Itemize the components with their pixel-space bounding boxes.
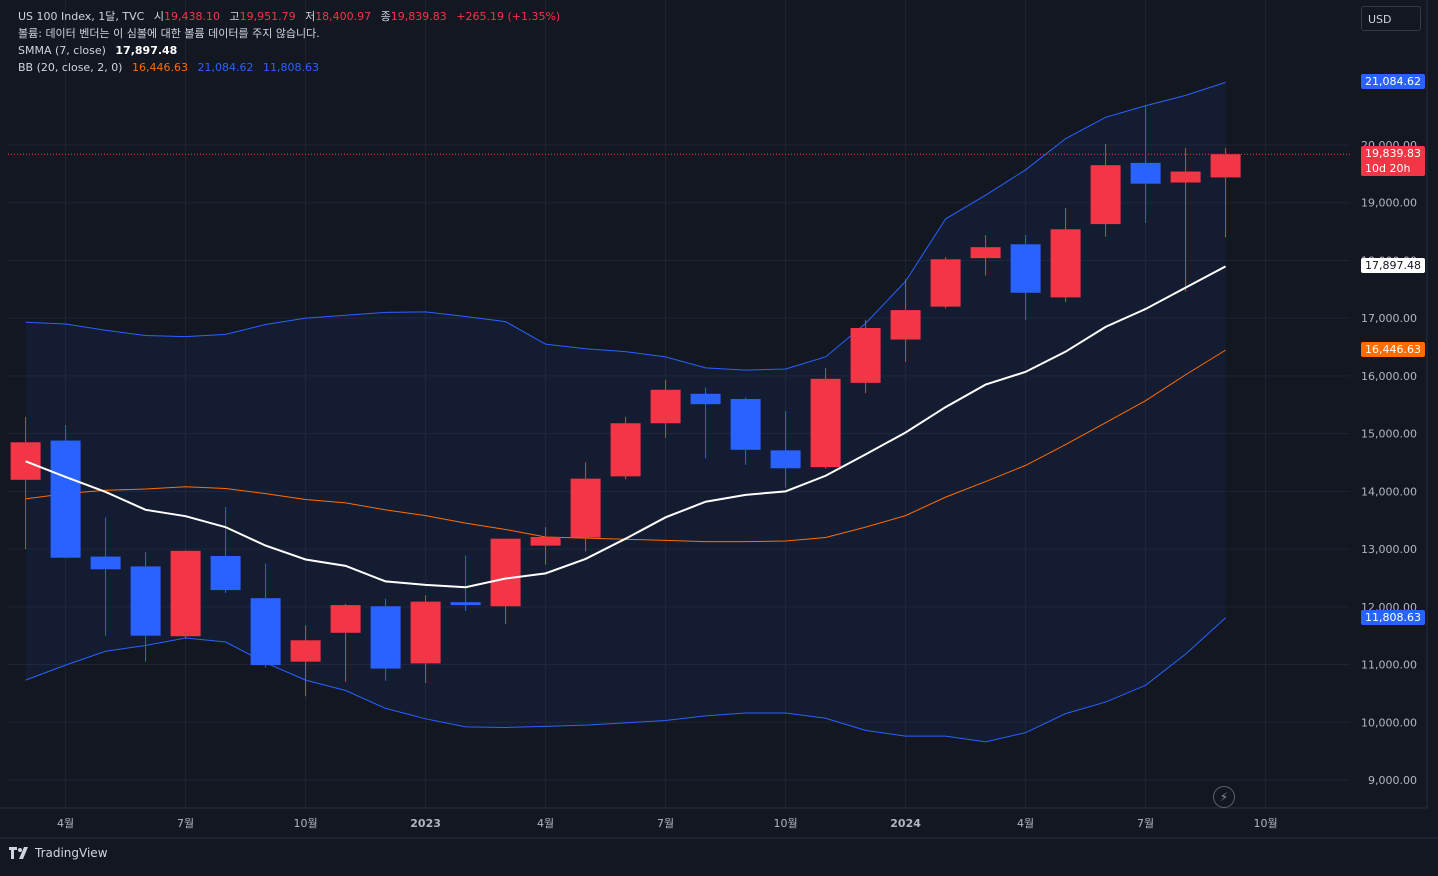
bb-band-fill [25, 82, 1226, 742]
y-tick-label: 15,000.00 [1361, 428, 1417, 441]
candle-body [290, 640, 321, 662]
candle-body [210, 556, 241, 591]
symbol-name[interactable]: US 100 Index, 1달, TVC [18, 10, 145, 23]
ohlc-row: US 100 Index, 1달, TVC 시19,438.10 고19,951… [18, 8, 560, 25]
bb-row[interactable]: BB (20, close, 2, 0) 16,446.63 21,084.62… [18, 59, 560, 76]
candle-body [970, 247, 1001, 259]
y-tick-label: 17,000.00 [1361, 312, 1417, 325]
y-tick-label: 19,000.00 [1361, 197, 1417, 210]
candle-body [530, 536, 561, 546]
candle-body [850, 327, 881, 383]
smma-row[interactable]: SMMA (7, close) 17,897.48 [18, 42, 560, 59]
low-value: 18,400.97 [315, 10, 372, 23]
bb-lower-value: 11,808.63 [262, 61, 319, 74]
y-tick-label: 16,000.00 [1361, 370, 1417, 383]
candle-body [690, 393, 721, 405]
bb-upper-value: 21,084.62 [197, 61, 254, 74]
bb-lower-price-label: 11,808.63 [1361, 609, 1425, 625]
y-tick-label: 10,000.00 [1361, 716, 1417, 729]
candle-body [1090, 165, 1121, 225]
last-price-label: 19,839.83 10d 20h [1361, 146, 1425, 177]
volume-note: 볼륨: 데이터 벤더는 이 심볼에 대한 볼륨 데이터를 주지 않습니다. [18, 27, 320, 40]
tradingview-logo-icon [9, 847, 28, 859]
candle-body [1210, 154, 1241, 178]
x-tick-label: 4월 [57, 817, 74, 830]
brand-name: TradingView [35, 846, 108, 860]
low-label: 저 [305, 10, 316, 23]
y-tick-label: 13,000.00 [1361, 543, 1417, 556]
tradingview-logo[interactable]: TradingView [9, 846, 108, 860]
chart-legend: US 100 Index, 1달, TVC 시19,438.10 고19,951… [18, 8, 560, 76]
change-value: +265.19 (+1.35%) [456, 10, 561, 23]
bb-upper-price-label: 21,084.62 [1361, 74, 1425, 90]
high-label: 고 [229, 10, 240, 23]
x-tick-label: 7월 [657, 817, 674, 830]
candle-body [930, 259, 961, 307]
x-tick-label: 7월 [1137, 817, 1154, 830]
bb-label: BB (20, close, 2, 0) [18, 61, 123, 74]
smma-label: SMMA (7, close) [18, 44, 106, 57]
candle-body [730, 399, 761, 450]
x-tick-label: 2024 [890, 817, 921, 830]
candle-body [1130, 162, 1161, 184]
candle-body [1050, 229, 1081, 298]
candle-body [490, 538, 521, 607]
x-tick-label: 10월 [1254, 817, 1278, 830]
volume-note-row: 볼륨: 데이터 벤더는 이 심볼에 대한 볼륨 데이터를 주지 않습니다. [18, 25, 560, 42]
close-value: 19,839.83 [390, 10, 447, 23]
x-tick-label: 10월 [774, 817, 798, 830]
candle-body [1170, 171, 1201, 183]
candle-body [450, 602, 481, 606]
high-value: 19,951.79 [239, 10, 296, 23]
currency-selector[interactable]: USD [1361, 6, 1421, 31]
lightning-icon[interactable]: ⚡ [1213, 786, 1235, 808]
countdown-value: 10d 20h [1365, 162, 1411, 176]
candle-body [250, 598, 281, 666]
bb-lower-line [25, 617, 1226, 743]
candle-body [890, 310, 921, 340]
x-tick-label: 2023 [410, 817, 441, 830]
x-tick-label: 4월 [1017, 817, 1034, 830]
bb-upper-line [25, 81, 1226, 371]
bb-basis-price-label: 16,446.63 [1361, 342, 1425, 358]
x-tick-label: 4월 [537, 817, 554, 830]
y-tick-label: 11,000.00 [1361, 659, 1417, 672]
candle-body [330, 605, 361, 633]
candle-body [810, 378, 841, 468]
candle-body [90, 556, 121, 570]
candle-body [50, 440, 81, 558]
time-axis [0, 808, 1438, 872]
open-label: 시 [153, 10, 164, 23]
smma-price-label: 17,897.48 [1361, 258, 1425, 274]
candle-body [610, 423, 641, 477]
candle-body [650, 389, 681, 424]
smma-line [25, 265, 1227, 589]
candle-body [410, 601, 441, 664]
price-axis [1350, 0, 1438, 872]
y-tick-label: 9,000.00 [1368, 774, 1417, 787]
x-tick-label: 7월 [177, 817, 194, 830]
candle-body [1010, 244, 1041, 293]
y-tick-label: 14,000.00 [1361, 485, 1417, 498]
last-price-value: 19,839.83 [1365, 147, 1421, 161]
candle-body [130, 566, 161, 636]
candle-body [770, 450, 801, 469]
close-label: 종 [380, 10, 391, 23]
candle-body [570, 478, 601, 538]
candle-body [370, 606, 401, 669]
candle-body [10, 442, 41, 480]
candle-body [170, 550, 201, 637]
x-tick-label: 10월 [294, 817, 318, 830]
open-value: 19,438.10 [163, 10, 220, 23]
smma-value: 17,897.48 [115, 44, 178, 57]
bb-basis-value: 16,446.63 [131, 61, 188, 74]
